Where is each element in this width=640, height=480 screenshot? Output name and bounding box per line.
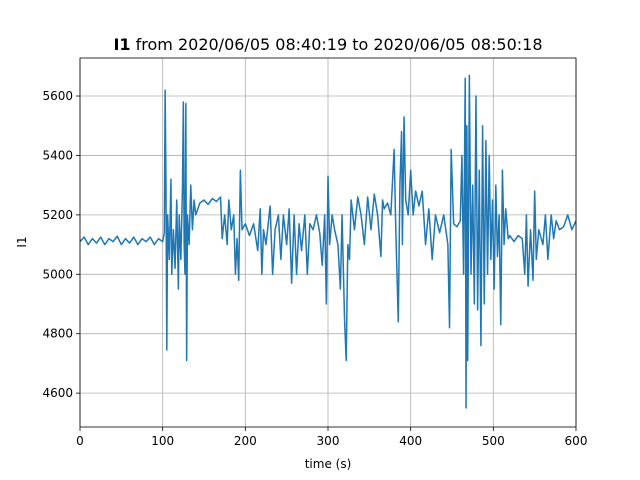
chart-title: I1 from 2020/06/05 08:40:19 to 2020/06/0… (113, 35, 542, 54)
data-line (80, 74, 576, 409)
y-tick-label: 5400 (42, 148, 73, 162)
y-tick-label: 4600 (42, 386, 73, 400)
y-tick-label: 5200 (42, 208, 73, 222)
y-tick-label: 5000 (42, 267, 73, 281)
x-tick-label: 300 (317, 434, 340, 448)
title-range: from 2020/06/05 08:40:19 to 2020/06/05 0… (136, 35, 543, 54)
x-tick-label: 100 (151, 434, 174, 448)
x-axis-label: time (s) (305, 457, 352, 471)
x-tick-label: 500 (482, 434, 505, 448)
x-tick-label: 0 (76, 434, 84, 448)
y-tick-label: 5600 (42, 89, 73, 103)
x-tick-label: 200 (234, 434, 257, 448)
y-axis-label: I1 (15, 236, 29, 247)
x-tick-label: 600 (565, 434, 588, 448)
x-tick-label: 400 (399, 434, 422, 448)
y-tick-label: 4800 (42, 327, 73, 341)
title-variable: I1 (113, 35, 130, 54)
plot-frame (79, 57, 577, 428)
